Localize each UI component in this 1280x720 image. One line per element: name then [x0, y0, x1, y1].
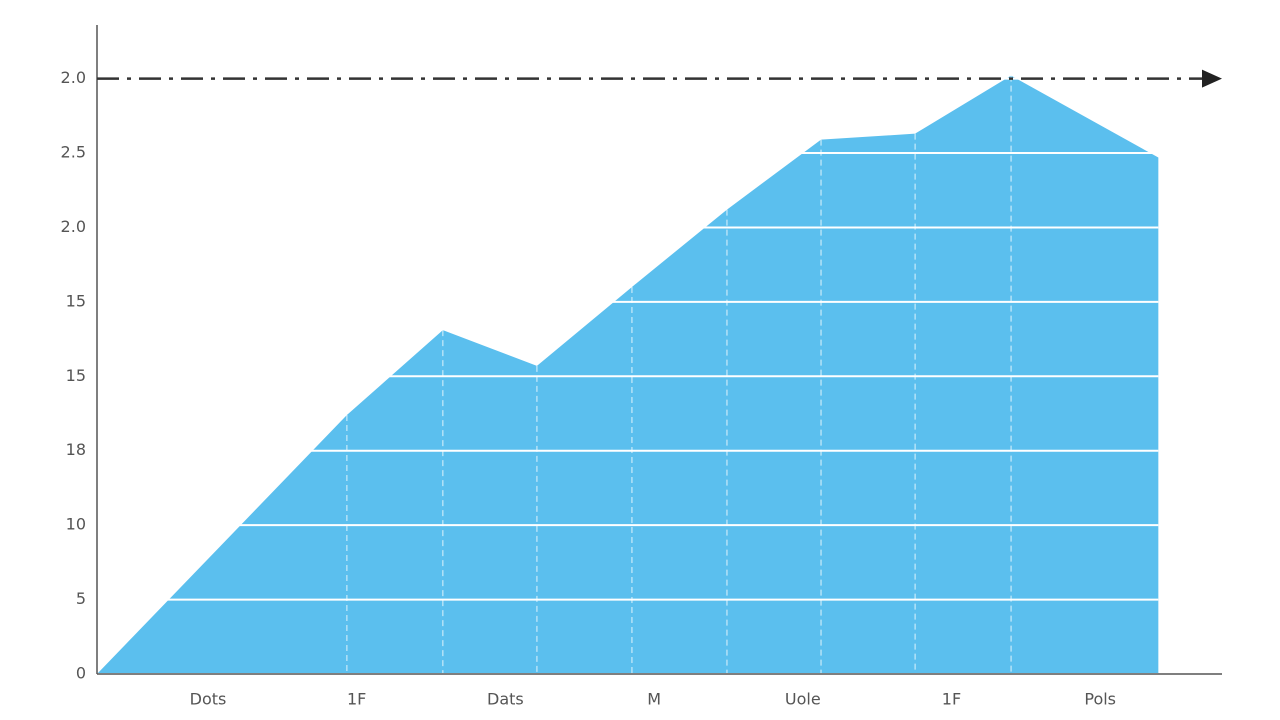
y-tick-label: 2.0 [61, 68, 86, 87]
y-tick-label: 5 [76, 589, 86, 608]
x-tick-label: M [647, 690, 661, 709]
y-tick-label: 15 [66, 291, 86, 310]
y-tick-label: 10 [66, 515, 86, 534]
x-tick-label: Pols [1084, 690, 1116, 709]
y-tick-label: 2.5 [61, 143, 86, 162]
y-tick-label: 0 [76, 664, 86, 683]
reference-arrow [1202, 69, 1222, 88]
y-tick-label: 18 [66, 440, 86, 459]
y-tick-label: 15 [66, 366, 86, 385]
x-tick-label: Dats [487, 690, 524, 709]
x-tick-label: 1F [942, 690, 961, 709]
x-tick-label: 1F [347, 690, 366, 709]
y-tick-label: 2.0 [61, 217, 86, 236]
x-tick-label: Dots [190, 690, 227, 709]
x-tick-label: Uole [785, 690, 821, 709]
